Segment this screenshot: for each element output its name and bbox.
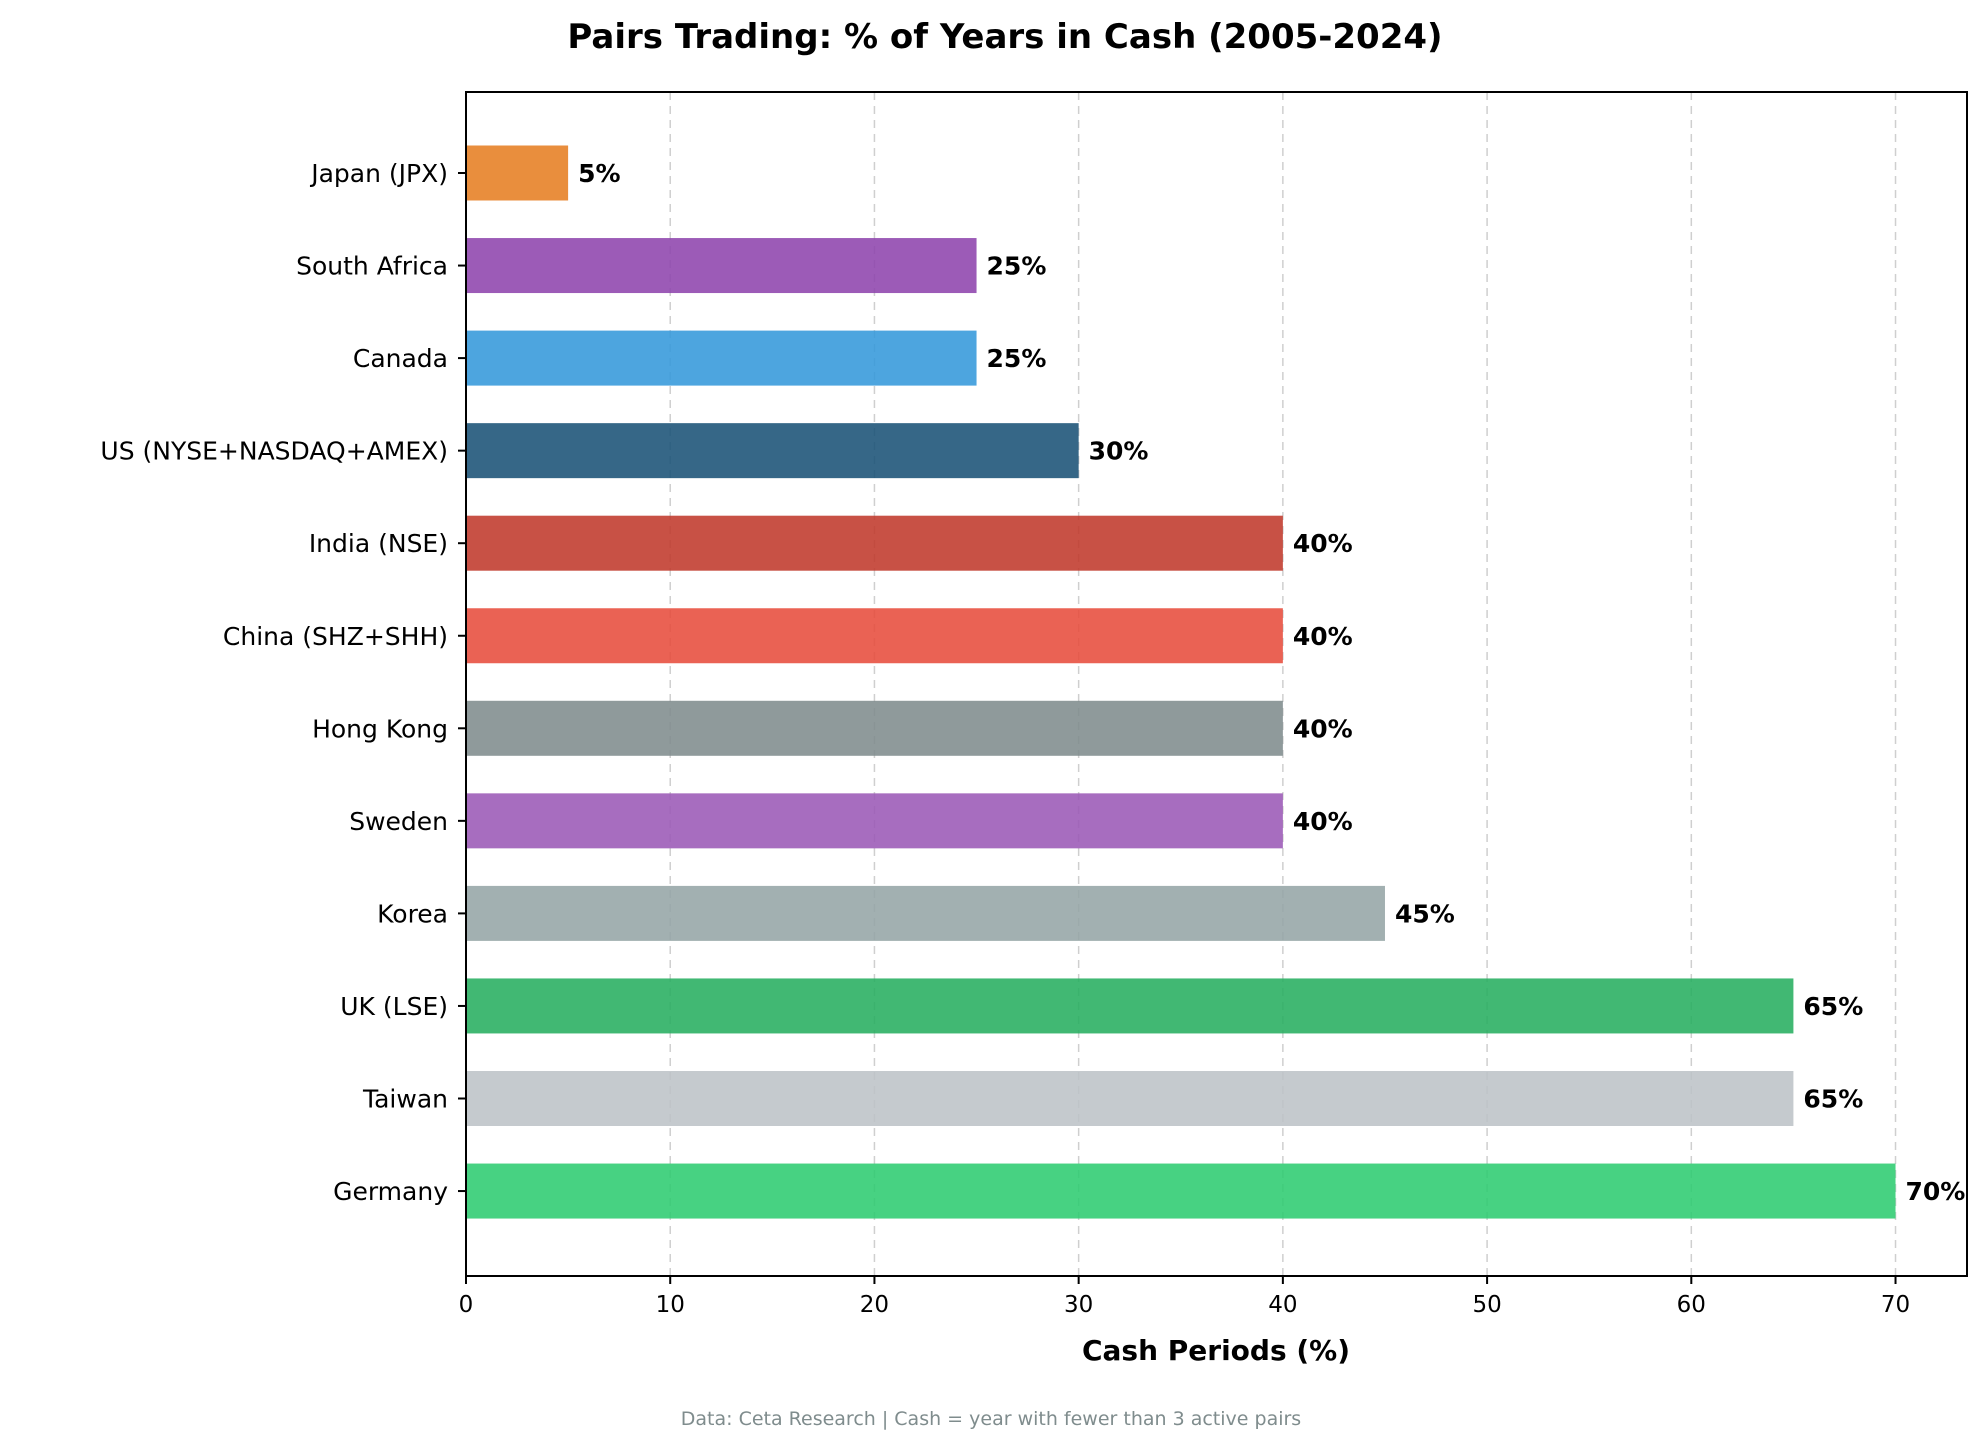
y-tick-label: Korea bbox=[377, 899, 448, 928]
bar bbox=[466, 700, 1283, 756]
y-tick-label: Taiwan bbox=[362, 1085, 448, 1114]
data-label: 65% bbox=[1803, 1085, 1863, 1114]
x-axis-ticks: 0 10 20 30 40 50 60 70 bbox=[459, 1276, 1910, 1318]
data-label: 40% bbox=[1293, 807, 1353, 836]
x-tick-label: 0 bbox=[459, 1292, 474, 1318]
bar bbox=[466, 1071, 1794, 1126]
footnote: Data: Ceta Research | Cash = year with f… bbox=[681, 1408, 1301, 1430]
bar bbox=[466, 330, 977, 386]
x-tick-label: 40 bbox=[1268, 1292, 1297, 1318]
y-tick-label: US (NYSE+NASDAQ+AMEX) bbox=[100, 437, 448, 466]
bar bbox=[466, 608, 1283, 664]
bar bbox=[466, 793, 1283, 849]
y-tick-label: Germany bbox=[333, 1177, 448, 1206]
x-axis-label: Cash Periods (%) bbox=[1082, 1334, 1350, 1367]
x-tick-label: 20 bbox=[860, 1292, 889, 1318]
y-tick-label: UK (LSE) bbox=[340, 992, 448, 1021]
bar bbox=[466, 145, 569, 201]
y-tick-label: India (NSE) bbox=[309, 529, 448, 558]
x-tick-label: 50 bbox=[1472, 1292, 1501, 1318]
bars bbox=[466, 145, 1896, 1219]
x-tick-label: 30 bbox=[1064, 1292, 1093, 1318]
data-label: 30% bbox=[1089, 437, 1149, 466]
y-tick-label: Canada bbox=[353, 344, 448, 373]
data-label: 25% bbox=[987, 252, 1047, 281]
y-tick-label: Japan (JPX) bbox=[309, 159, 448, 188]
plot-frame bbox=[465, 91, 1968, 1277]
data-label: 25% bbox=[987, 344, 1047, 373]
data-label: 65% bbox=[1803, 992, 1863, 1021]
y-tick-label: South Africa bbox=[296, 252, 448, 281]
data-labels: 5% 25% 25% 30% 40% 40% 40% 40% 45% 65% 65% 70% bbox=[578, 159, 1965, 1206]
x-tick-label: 70 bbox=[1881, 1292, 1910, 1318]
y-axis-ticks: Japan (JPX) South Africa Canada US (NYSE+NA… bbox=[100, 159, 466, 1206]
chart-title: Pairs Trading: % of Years in Cash (2005-… bbox=[567, 17, 1442, 57]
bar bbox=[466, 885, 1385, 941]
bar bbox=[466, 515, 1283, 571]
data-label: 40% bbox=[1293, 529, 1353, 558]
x-tick-label: 10 bbox=[656, 1292, 685, 1318]
data-label: 40% bbox=[1293, 622, 1353, 651]
data-label: 45% bbox=[1395, 899, 1455, 928]
bar bbox=[466, 978, 1794, 1034]
bar bbox=[466, 423, 1079, 479]
x-tick-label: 60 bbox=[1677, 1292, 1706, 1318]
bar bbox=[466, 1163, 1896, 1219]
data-label: 5% bbox=[578, 159, 620, 188]
bar bbox=[466, 238, 977, 294]
data-label: 70% bbox=[1906, 1177, 1966, 1206]
y-tick-label: Sweden bbox=[349, 807, 448, 836]
y-tick-label: Hong Kong bbox=[312, 714, 448, 743]
data-label: 40% bbox=[1293, 714, 1353, 743]
y-tick-label: China (SHZ+SHH) bbox=[223, 622, 448, 651]
